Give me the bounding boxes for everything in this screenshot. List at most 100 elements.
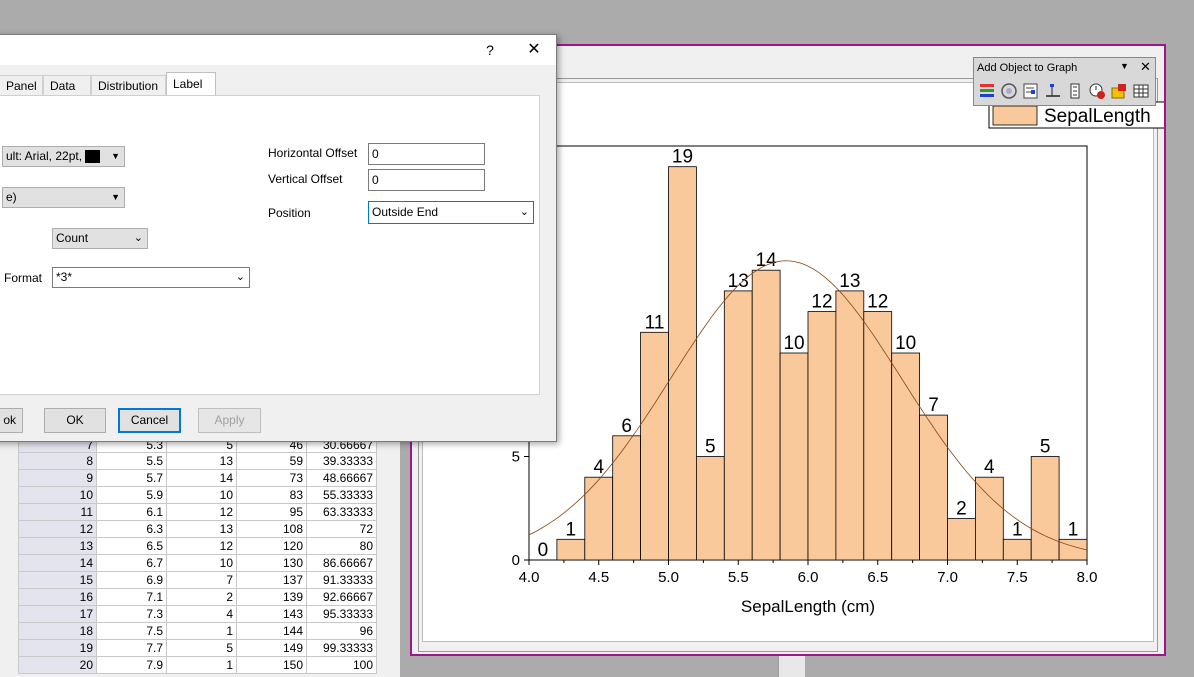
table-cell[interactable]: 7.9 (96, 656, 167, 674)
table-cell[interactable]: 63.33333 (306, 503, 377, 521)
bar-label[interactable]: 5 (1040, 437, 1051, 458)
histogram-bar[interactable] (919, 414, 948, 561)
dialog-titlebar[interactable]: ? ✕ (0, 35, 556, 65)
histogram-bar[interactable] (1058, 538, 1088, 561)
bar-label[interactable]: 0 (538, 540, 549, 561)
horizontal-offset-input[interactable]: 0 (368, 143, 485, 165)
table-cell[interactable]: 6.9 (96, 571, 167, 589)
table-cell[interactable]: 100 (306, 656, 377, 674)
timestamp-icon[interactable] (1088, 82, 1106, 100)
table-cell[interactable]: 6.3 (96, 520, 167, 538)
row-header[interactable]: 13 (18, 537, 97, 555)
histogram-bar[interactable] (1002, 538, 1032, 561)
bar-label[interactable]: 14 (756, 250, 778, 271)
table-cell[interactable]: 80 (306, 537, 377, 555)
toolbar-close-icon[interactable]: ✕ (1140, 59, 1151, 74)
table-cell[interactable]: 6.1 (96, 503, 167, 521)
histogram-bar[interactable] (863, 311, 893, 561)
histogram-bar[interactable] (668, 166, 697, 561)
table-icon[interactable] (1132, 82, 1150, 100)
bar-label[interactable]: 2 (956, 499, 967, 520)
format-combo[interactable]: *3* ⌄ (52, 267, 250, 288)
table-cell[interactable]: 39.33333 (306, 452, 377, 470)
axis-scale-icon[interactable] (1066, 82, 1084, 100)
bar-label[interactable]: 1 (1012, 519, 1023, 540)
table-cell[interactable]: 10 (166, 486, 237, 504)
bar-label[interactable]: 13 (728, 271, 749, 292)
table-cell[interactable]: 150 (236, 656, 307, 674)
histogram-bar[interactable] (695, 456, 725, 561)
table-cell[interactable]: 7 (166, 571, 237, 589)
bar-label[interactable]: 4 (593, 457, 604, 478)
table-cell[interactable]: 14 (166, 469, 237, 487)
bar-label[interactable]: 5 (705, 437, 716, 458)
histogram-bar[interactable] (947, 518, 976, 561)
bar-label[interactable]: 1 (1068, 519, 1079, 540)
table-cell[interactable]: 139 (236, 588, 307, 606)
row-header[interactable]: 11 (18, 503, 97, 521)
ok-button[interactable]: OK (44, 408, 106, 433)
table-cell[interactable]: 72 (306, 520, 377, 538)
row-header[interactable]: 16 (18, 588, 97, 606)
table-cell[interactable]: 7.7 (96, 639, 167, 657)
table-cell[interactable]: 143 (236, 605, 307, 623)
cancel-button[interactable]: Cancel (118, 408, 181, 433)
histogram-bar[interactable] (1030, 456, 1060, 561)
table-cell[interactable]: 5.9 (96, 486, 167, 504)
label-form-combo[interactable]: e) ▼ (2, 187, 125, 208)
count-combo[interactable]: Count ⌄ (52, 228, 148, 249)
plot-details-dialog[interactable]: ? ✕ Panel Data Distribution Label ult: A… (0, 34, 557, 442)
table-cell[interactable]: 92.66667 (306, 588, 377, 606)
row-header[interactable]: 19 (18, 639, 97, 657)
toolbar-dropdown-icon[interactable]: ▼ (1120, 61, 1129, 71)
x-axis-title[interactable]: SepalLength (cm) (741, 597, 875, 616)
row-header[interactable]: 17 (18, 605, 97, 623)
row-header[interactable]: 20 (18, 656, 97, 674)
bar-label[interactable]: 10 (895, 333, 916, 354)
tab-data[interactable]: Data (43, 75, 91, 95)
bar-label[interactable]: 4 (984, 457, 995, 478)
bar-label[interactable]: 19 (672, 147, 693, 168)
table-cell[interactable]: 7.3 (96, 605, 167, 623)
histogram-bar[interactable] (612, 435, 641, 561)
table-cell[interactable]: 6.7 (96, 554, 167, 572)
table-cell[interactable]: 2 (166, 588, 237, 606)
histogram-bar[interactable] (975, 476, 1004, 561)
tab-label[interactable]: Label (166, 72, 216, 96)
scale-bar-icon[interactable] (1044, 82, 1062, 100)
histogram-bar[interactable] (584, 476, 614, 561)
table-cell[interactable]: 10 (166, 554, 237, 572)
table-cell[interactable]: 4 (166, 605, 237, 623)
histogram-bar[interactable] (723, 290, 753, 561)
table-cell[interactable]: 83 (236, 486, 307, 504)
layer-info-icon[interactable] (1022, 82, 1040, 100)
bar-label[interactable]: 13 (839, 271, 860, 292)
row-header[interactable]: 9 (18, 469, 97, 487)
legend-icon[interactable] (978, 82, 996, 100)
add-object-toolbar[interactable]: Add Object to Graph ▼ ✕ (973, 57, 1156, 106)
project-path-icon[interactable] (1110, 82, 1128, 100)
table-cell[interactable]: 48.66667 (306, 469, 377, 487)
table-cell[interactable]: 7.5 (96, 622, 167, 640)
table-cell[interactable]: 95.33333 (306, 605, 377, 623)
bar-label[interactable]: 11 (645, 312, 665, 333)
row-header[interactable]: 10 (18, 486, 97, 504)
table-cell[interactable]: 12 (166, 537, 237, 555)
table-cell[interactable]: 99.33333 (306, 639, 377, 657)
table-cell[interactable]: 13 (166, 452, 237, 470)
workbook-button[interactable]: ok (0, 408, 23, 433)
distribution-curve[interactable] (528, 260, 1088, 551)
table-cell[interactable]: 13 (166, 520, 237, 538)
row-header[interactable]: 8 (18, 452, 97, 470)
histogram-bar[interactable] (556, 538, 586, 561)
bar-label[interactable]: 10 (783, 333, 804, 354)
table-cell[interactable]: 12 (166, 503, 237, 521)
table-cell[interactable]: 91.33333 (306, 571, 377, 589)
table-cell[interactable]: 144 (236, 622, 307, 640)
table-cell[interactable]: 5.5 (96, 452, 167, 470)
table-cell[interactable]: 137 (236, 571, 307, 589)
histogram-bar[interactable] (640, 331, 669, 561)
histogram-bar[interactable] (751, 269, 781, 561)
row-header[interactable]: 14 (18, 554, 97, 572)
